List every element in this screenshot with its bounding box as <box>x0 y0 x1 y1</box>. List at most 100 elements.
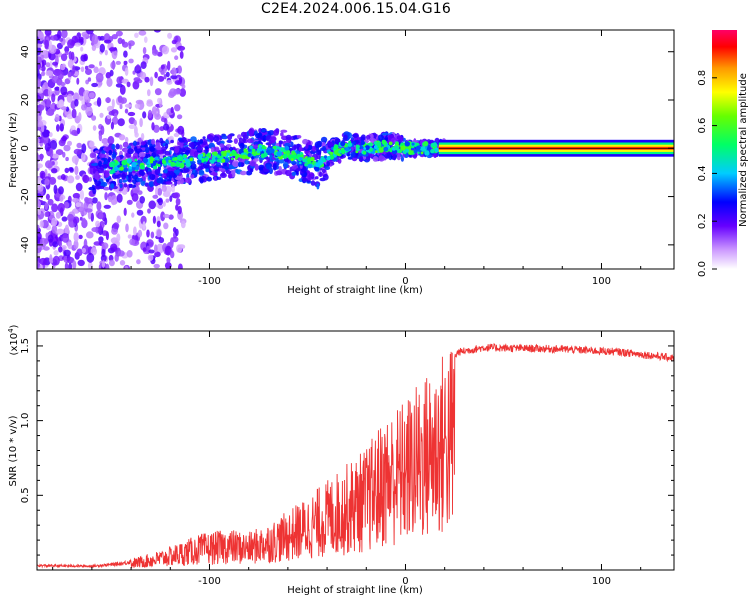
spectrum-blob <box>174 179 178 186</box>
spectrum-blob <box>350 151 356 158</box>
noise-blob <box>91 82 98 88</box>
spectrum-blob <box>136 177 144 182</box>
noise-blob <box>53 250 59 256</box>
noise-blob <box>146 100 154 107</box>
spectrum-blob <box>225 170 232 174</box>
spectrum-blob <box>185 177 192 184</box>
spectrum-blob <box>131 174 138 179</box>
noise-blob <box>37 184 44 192</box>
spectrogram-x-label: Height of straight line (km) <box>287 285 423 296</box>
ridge-blob <box>131 161 137 168</box>
spectrum-blob <box>198 169 205 176</box>
ridge-blob <box>249 146 253 150</box>
noise-blob <box>100 254 107 262</box>
noise-blob <box>124 103 132 108</box>
x-tick-label: 100 <box>592 576 611 587</box>
y-tick-label: 0 <box>20 145 31 151</box>
noise-blob <box>58 186 64 195</box>
noise-blob <box>173 88 182 95</box>
spectrum-blob <box>212 172 218 177</box>
snr-line <box>37 342 674 569</box>
noise-blob <box>119 104 123 110</box>
spectrum-blob <box>103 161 109 165</box>
noise-blob <box>173 192 181 199</box>
spectrum-blob <box>326 161 331 167</box>
ridge-blob <box>383 146 389 152</box>
noise-blob <box>162 201 166 207</box>
ridge-blob <box>123 167 128 173</box>
noise-blob <box>49 132 53 138</box>
noise-blob <box>140 71 147 80</box>
ridge-blob <box>276 151 283 157</box>
spectrum-blob <box>314 141 322 149</box>
noise-blob <box>57 30 62 40</box>
ridge-blob <box>269 154 273 158</box>
noise-blob <box>45 62 51 68</box>
spectrum-blob <box>310 180 316 186</box>
noise-blob <box>117 37 123 45</box>
noise-blob <box>105 72 112 79</box>
noise-blob <box>125 136 129 144</box>
noise-blob <box>108 47 117 52</box>
noise-blob <box>169 239 174 249</box>
ridge-blob <box>239 154 242 158</box>
noise-blob <box>67 213 74 222</box>
spectrum-blob <box>111 153 117 159</box>
ridge-blob <box>307 163 313 169</box>
spectrum-blob <box>156 150 163 155</box>
noise-blob <box>137 229 143 238</box>
ridge-blob <box>340 141 346 147</box>
spectrum-blob <box>229 146 233 152</box>
spectrum-blob <box>111 143 116 150</box>
spectrum-blob <box>196 146 204 151</box>
spectrum-blob <box>158 173 163 177</box>
noise-blob <box>165 71 170 78</box>
noise-blob <box>86 231 94 239</box>
spectrum-blob <box>100 181 108 187</box>
noise-blob <box>180 220 186 229</box>
noise-blob <box>37 142 40 147</box>
noise-blob <box>125 223 129 233</box>
noise-blob <box>140 133 145 141</box>
ridge-blob <box>128 166 132 170</box>
spectrum-blob <box>242 134 247 139</box>
noise-blob <box>45 193 50 200</box>
spectrum-blob <box>244 160 250 165</box>
noise-blob <box>154 244 158 253</box>
spectrum-blob <box>202 136 206 140</box>
ridge-blob <box>400 142 404 146</box>
noise-blob <box>72 92 80 102</box>
spectrum-blob <box>281 135 287 140</box>
noise-blob <box>49 147 54 158</box>
noise-blob <box>153 263 160 269</box>
ridge-blob <box>408 150 413 155</box>
noise-blob <box>37 120 44 128</box>
spectrum-blob <box>295 167 303 172</box>
noise-blob <box>67 241 73 250</box>
snr-y-label: SNR (10 * v/v) <box>8 415 19 486</box>
spectrum-blob <box>384 153 391 159</box>
noise-blob <box>132 80 140 90</box>
spectrum-blob <box>226 144 232 148</box>
noise-blob <box>57 71 64 80</box>
spectrum-blob <box>151 138 156 145</box>
ridge-blob <box>315 162 321 168</box>
spectrum-blob <box>278 140 284 145</box>
noise-blob <box>45 70 54 77</box>
spectrum-blob <box>213 177 217 181</box>
noise-blob <box>116 76 123 84</box>
ridge-blob <box>347 142 353 147</box>
colorbar-tick-label: 0.6 <box>697 118 708 134</box>
ridge-blob <box>411 142 415 146</box>
noise-blob <box>147 109 153 119</box>
noise-blob <box>128 58 134 64</box>
spectrum-blob <box>226 139 233 143</box>
noise-blob <box>72 197 80 203</box>
noise-blob <box>120 97 127 104</box>
noise-blob <box>37 43 43 48</box>
noise-blob <box>164 245 172 256</box>
ridge-blob <box>247 152 252 158</box>
spectrum-blob <box>343 134 348 141</box>
colorbar-label: Normalized spectral amplitude <box>738 73 749 227</box>
ridge-blob <box>363 147 367 150</box>
